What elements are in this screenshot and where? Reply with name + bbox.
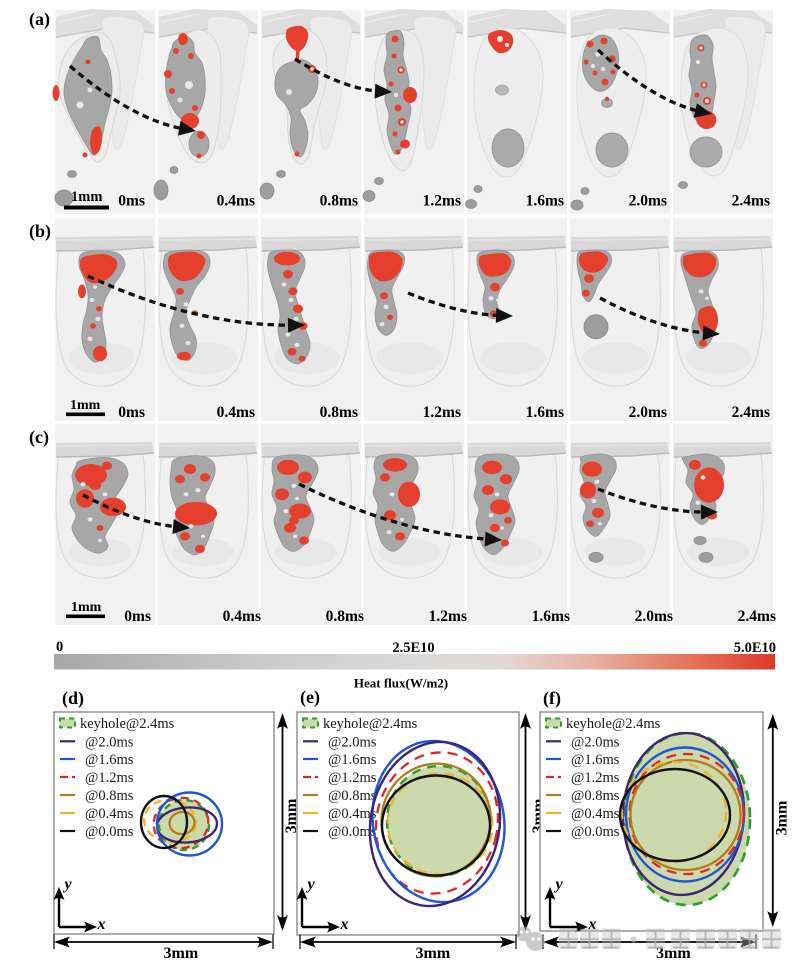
svg-text:1mm: 1mm <box>70 398 101 413</box>
svg-text:0.4ms: 0.4ms <box>217 404 255 421</box>
svg-text:@2.0ms: @2.0ms <box>85 734 134 750</box>
svg-text:Heat flux(W/m2): Heat flux(W/m2) <box>354 676 448 691</box>
svg-text:y: y <box>554 876 564 893</box>
svg-text:2.4ms: 2.4ms <box>732 193 770 210</box>
svg-text:3mm: 3mm <box>656 945 691 962</box>
svg-text:(e): (e) <box>300 687 320 708</box>
svg-text:2.5E10: 2.5E10 <box>392 640 434 656</box>
svg-text:@0.4ms: @0.4ms <box>328 806 377 822</box>
svg-text:3mm: 3mm <box>416 945 451 962</box>
svg-text:(c): (c) <box>29 427 49 448</box>
svg-text:@1.2ms: @1.2ms <box>85 770 134 786</box>
svg-text:@1.6ms: @1.6ms <box>571 752 620 768</box>
svg-text:0.4ms: 0.4ms <box>223 608 261 625</box>
svg-text:0.8ms: 0.8ms <box>326 608 364 625</box>
svg-text:1.6ms: 1.6ms <box>526 404 564 421</box>
svg-text:keyhole@2.4ms: keyhole@2.4ms <box>80 716 175 732</box>
svg-text:@1.6ms: @1.6ms <box>328 752 377 768</box>
svg-text:0ms: 0ms <box>118 404 145 421</box>
svg-text:y: y <box>306 876 316 893</box>
svg-text:@0.4ms: @0.4ms <box>571 806 620 822</box>
svg-text:1mm: 1mm <box>71 189 102 205</box>
svg-text:3mm: 3mm <box>164 945 199 962</box>
svg-text:x: x <box>588 916 597 933</box>
svg-text:1mm: 1mm <box>71 600 102 615</box>
svg-text:@1.6ms: @1.6ms <box>85 752 134 768</box>
svg-text:2.0ms: 2.0ms <box>635 608 673 625</box>
svg-text:1.6ms: 1.6ms <box>526 193 564 210</box>
svg-text:0.4ms: 0.4ms <box>217 193 255 210</box>
svg-text:0ms: 0ms <box>124 608 151 625</box>
svg-text:(a): (a) <box>29 9 50 30</box>
svg-text:0: 0 <box>56 639 63 655</box>
svg-text:keyhole@2.4ms: keyhole@2.4ms <box>566 716 661 732</box>
svg-text:1.2ms: 1.2ms <box>423 193 461 210</box>
svg-text:0.8ms: 0.8ms <box>320 404 358 421</box>
svg-text:2.0ms: 2.0ms <box>629 193 667 210</box>
svg-text:@0.0ms: @0.0ms <box>328 824 377 840</box>
svg-text:5.0E10: 5.0E10 <box>734 640 776 656</box>
svg-text:x: x <box>340 916 349 933</box>
svg-text:keyhole@2.4ms: keyhole@2.4ms <box>323 716 418 732</box>
svg-text:2.4ms: 2.4ms <box>738 608 776 625</box>
svg-text:@0.8ms: @0.8ms <box>328 788 377 804</box>
svg-text:x: x <box>97 916 106 933</box>
svg-text:@2.0ms: @2.0ms <box>571 734 620 750</box>
svg-text:3mm: 3mm <box>774 800 791 835</box>
svg-text:0ms: 0ms <box>118 193 145 210</box>
svg-text:1.6ms: 1.6ms <box>532 608 570 625</box>
svg-text:@0.8ms: @0.8ms <box>85 788 134 804</box>
svg-text:y: y <box>63 876 73 893</box>
svg-text:@0.8ms: @0.8ms <box>571 788 620 804</box>
svg-text:0.8ms: 0.8ms <box>320 193 358 210</box>
svg-text:@2.0ms: @2.0ms <box>328 734 377 750</box>
svg-text:3mm: 3mm <box>283 798 300 833</box>
svg-text:2.4ms: 2.4ms <box>732 404 770 421</box>
svg-text:@0.4ms: @0.4ms <box>85 806 134 822</box>
svg-text:(d): (d) <box>62 688 84 709</box>
svg-text:(f): (f) <box>543 688 561 709</box>
svg-text:@0.0ms: @0.0ms <box>571 824 620 840</box>
svg-text:2.0ms: 2.0ms <box>629 404 667 421</box>
svg-text:@0.0ms: @0.0ms <box>85 824 134 840</box>
svg-text:1.2ms: 1.2ms <box>429 608 467 625</box>
svg-text:@1.2ms: @1.2ms <box>571 770 620 786</box>
svg-text:@1.2ms: @1.2ms <box>328 770 377 786</box>
svg-text:1.2ms: 1.2ms <box>423 404 461 421</box>
svg-text:(b): (b) <box>29 221 51 242</box>
